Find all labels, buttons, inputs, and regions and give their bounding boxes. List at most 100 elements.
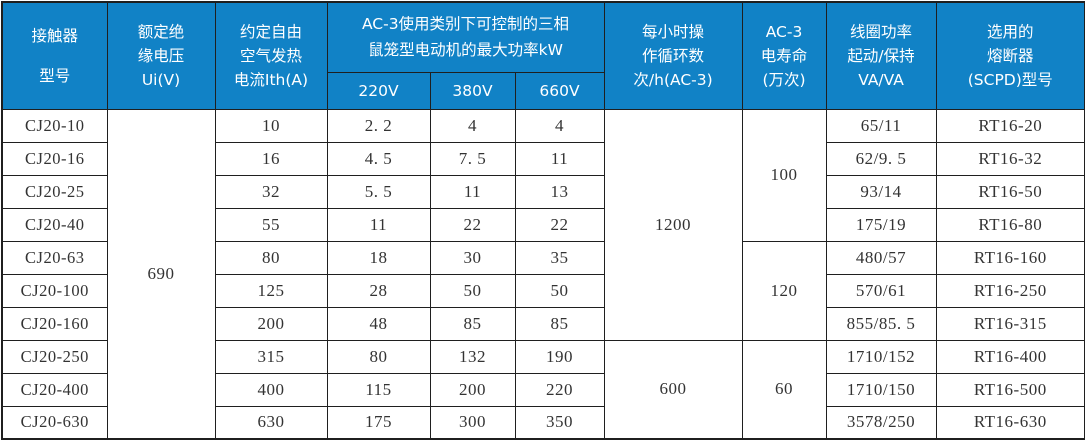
thermal-current-cell: 32 bbox=[214, 174, 328, 209]
header-line: AC-3使用类别下可控制的三相 bbox=[361, 15, 570, 34]
power-660v-cell: 50 bbox=[514, 273, 605, 308]
power-660v-cell: 35 bbox=[514, 240, 605, 275]
header-line: 型号 bbox=[39, 66, 71, 85]
cycles-cell: 600 bbox=[603, 339, 743, 440]
power-220v-cell: 80 bbox=[326, 339, 431, 374]
power-380v-cell: 300 bbox=[429, 405, 516, 440]
fuse-cell: RT16-50 bbox=[935, 174, 1085, 209]
power-380v-cell: 7. 5 bbox=[429, 141, 516, 176]
fuse-cell: RT16-500 bbox=[935, 372, 1085, 407]
power-380v-cell: 85 bbox=[429, 306, 516, 341]
power-660v-cell: 13 bbox=[514, 174, 605, 209]
power-220v-cell: 28 bbox=[326, 273, 431, 308]
power-660v-cell: 11 bbox=[514, 141, 605, 176]
model-cell: CJ20-10 bbox=[1, 108, 108, 143]
header-line: 起动/保持 bbox=[847, 46, 915, 65]
table-row: CJ20-250 315 80 132 190 600 60 1710/152 … bbox=[1, 339, 1085, 440]
model-cell: CJ20-25 bbox=[1, 174, 108, 209]
thermal-current-cell: 200 bbox=[214, 306, 328, 341]
power-380v-cell: 30 bbox=[429, 240, 516, 275]
power-380v-cell: 11 bbox=[429, 174, 516, 209]
header-line: 次/h(AC-3) bbox=[633, 70, 713, 89]
thermal-current-cell: 55 bbox=[214, 207, 328, 242]
model-cell: CJ20-100 bbox=[1, 273, 108, 308]
header-line: 约定自由 bbox=[239, 22, 302, 41]
thermal-current-cell: 315 bbox=[214, 339, 328, 374]
thermal-current-cell: 10 bbox=[214, 108, 328, 143]
header-line: 电寿命 bbox=[760, 46, 808, 65]
fuse-cell: RT16-20 bbox=[935, 108, 1085, 143]
header-line: 接触器 bbox=[31, 26, 78, 45]
thermal-current-cell: 125 bbox=[214, 273, 328, 308]
header-line: 作循环数 bbox=[642, 46, 705, 65]
header-row-2: 220V 380V 660V bbox=[2, 71, 1085, 110]
cycles-cell: 1200 bbox=[603, 108, 743, 341]
power-660v-cell: 85 bbox=[514, 306, 605, 341]
power-220v-cell: 2. 2 bbox=[326, 108, 431, 143]
model-cell: CJ20-16 bbox=[1, 141, 108, 176]
header-line: 熔断器 bbox=[987, 46, 1034, 65]
table-row: CJ20-100 125 28 50 50 570/61 RT16-250 bbox=[1, 273, 1085, 308]
header-line: 每小时操 bbox=[642, 22, 705, 41]
model-cell: CJ20-40 bbox=[1, 207, 108, 242]
power-380v-cell: 22 bbox=[429, 207, 516, 242]
header-line: Ui(V) bbox=[141, 70, 181, 89]
coil-power-cell: 175/19 bbox=[825, 207, 937, 242]
header-cell-660v: 660V bbox=[514, 71, 605, 110]
table-row: CJ20-400 400 115 200 220 1710/150 RT16-5… bbox=[1, 372, 1085, 407]
fuse-cell: RT16-400 bbox=[935, 339, 1085, 374]
header-line: 空气发热 bbox=[239, 46, 302, 65]
thermal-current-cell: 630 bbox=[214, 405, 328, 440]
model-cell: CJ20-250 bbox=[1, 339, 108, 374]
power-220v-cell: 11 bbox=[326, 207, 431, 242]
thermal-current-cell: 400 bbox=[214, 372, 328, 407]
power-380v-cell: 200 bbox=[429, 372, 516, 407]
model-cell: CJ20-63 bbox=[1, 240, 108, 275]
thermal-current-cell: 80 bbox=[214, 240, 328, 275]
life-cell: 120 bbox=[741, 240, 827, 341]
fuse-cell: RT16-32 bbox=[935, 141, 1085, 176]
coil-power-cell: 3578/250 bbox=[825, 405, 937, 440]
fuse-cell: RT16-250 bbox=[935, 273, 1085, 308]
table-row: CJ20-16 16 4. 5 7. 5 11 62/9. 5 RT16-32 bbox=[1, 141, 1085, 176]
header-line: (万次) bbox=[762, 70, 806, 89]
header-cell-ac3-power-group: AC-3使用类别下可控制的三相 鼠笼型电动机的最大功率kW bbox=[326, 1, 605, 73]
header-line: 鼠笼型电动机的最大功率kW bbox=[368, 41, 563, 60]
power-220v-cell: 175 bbox=[326, 405, 431, 440]
model-cell: CJ20-630 bbox=[1, 405, 108, 440]
fuse-cell: RT16-630 bbox=[935, 405, 1085, 440]
power-660v-cell: 4 bbox=[514, 108, 605, 143]
coil-power-cell: 480/57 bbox=[825, 240, 937, 275]
table-row: CJ20-40 55 11 22 22 175/19 RT16-80 bbox=[1, 207, 1085, 242]
model-cell: CJ20-400 bbox=[1, 372, 108, 407]
power-660v-cell: 190 bbox=[514, 339, 605, 374]
table-row: CJ20-10 690 10 2. 2 4 4 1200 100 65/11 R… bbox=[1, 108, 1085, 440]
header-line: 线圈功率 bbox=[850, 22, 913, 41]
life-cell: 60 bbox=[741, 339, 827, 440]
power-220v-cell: 48 bbox=[326, 306, 431, 341]
model-cell: CJ20-160 bbox=[1, 306, 108, 341]
header-line: 额定绝 bbox=[137, 22, 185, 41]
header-line: 电流Ith(A) bbox=[233, 70, 309, 89]
header-cell-380v: 380V bbox=[429, 71, 516, 110]
life-cell: 100 bbox=[741, 108, 827, 242]
coil-power-cell: 570/61 bbox=[825, 273, 937, 308]
coil-power-cell: 855/85. 5 bbox=[825, 306, 937, 341]
power-380v-cell: 4 bbox=[429, 108, 516, 143]
header-cell-220v: 220V bbox=[326, 71, 431, 110]
header-line: 选用的 bbox=[987, 22, 1034, 41]
fuse-cell: RT16-315 bbox=[935, 306, 1085, 341]
fuse-cell: RT16-160 bbox=[935, 240, 1085, 275]
header-line: VA/VA bbox=[858, 70, 904, 89]
coil-power-cell: 1710/150 bbox=[825, 372, 937, 407]
header-row-1: 接触器 型号 额定绝 缘电压 Ui(V) 约定自由 空气发热 电流Ith(A) … bbox=[1, 1, 1085, 110]
header-line: (SCPD)型号 bbox=[967, 70, 1053, 89]
power-660v-cell: 350 bbox=[514, 405, 605, 440]
coil-power-cell: 93/14 bbox=[825, 174, 937, 209]
insulation-voltage-cell: 690 bbox=[106, 108, 216, 440]
header-cell-model: 接触器 型号 bbox=[1, 1, 108, 110]
coil-power-cell: 65/11 bbox=[825, 108, 937, 143]
power-660v-cell: 220 bbox=[514, 372, 605, 407]
